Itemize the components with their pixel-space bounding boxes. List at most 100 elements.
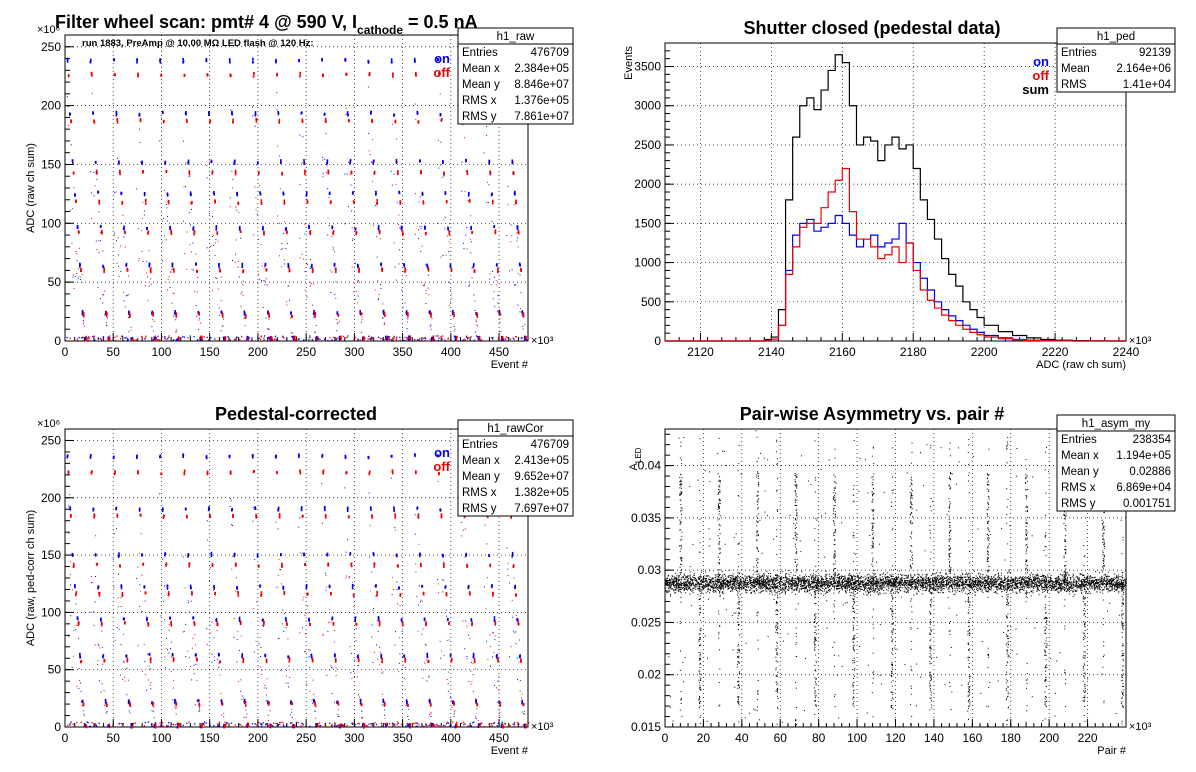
point-off: [277, 638, 279, 640]
point-off: [488, 202, 490, 204]
point-off: [244, 704, 247, 707]
point-off: [522, 703, 525, 707]
point-on: [72, 554, 74, 557]
point-off: [150, 681, 152, 683]
point-asym: [745, 586, 747, 588]
point-off: [191, 268, 193, 270]
point-on: [187, 161, 189, 165]
point-on: [390, 455, 393, 458]
point-on: [162, 508, 164, 512]
point-off: [265, 658, 268, 662]
point-on: [105, 322, 107, 324]
point-asym: [1065, 578, 1067, 580]
point-on: [372, 661, 374, 663]
point-on: [443, 175, 445, 177]
point-asym: [736, 590, 738, 592]
point-off: [409, 726, 411, 728]
point-on: [171, 302, 173, 304]
point-off: [71, 242, 73, 244]
point-off: [357, 302, 359, 304]
point-asym: [797, 577, 799, 579]
point-on: [470, 225, 472, 229]
point-on: [298, 455, 300, 459]
point-baseline: [84, 339, 86, 342]
point-on: [380, 288, 382, 290]
point-baseline: [319, 725, 321, 727]
point-off: [340, 338, 342, 341]
point-on: [356, 263, 359, 267]
point-off: [330, 592, 332, 595]
point-off: [520, 307, 522, 309]
point-on: [311, 263, 313, 267]
point-on: [103, 294, 105, 296]
point-off: [78, 231, 80, 234]
point-off: [376, 590, 379, 594]
point-off: [378, 231, 381, 235]
point-on: [93, 195, 95, 197]
point-on: [391, 60, 393, 64]
point-on: [449, 263, 452, 266]
point-on: [308, 619, 310, 622]
point-off: [345, 73, 348, 76]
point-asym: [1060, 587, 1062, 589]
point-on: [239, 227, 241, 230]
point-off: [360, 703, 363, 707]
point-asym: [945, 572, 947, 574]
point-baseline: [309, 335, 311, 337]
point-on: [139, 584, 141, 586]
point-off: [288, 285, 290, 287]
point-on: [233, 554, 236, 558]
point-on: [385, 336, 387, 340]
point-on: [420, 228, 422, 230]
point-on: [100, 691, 102, 693]
point-baseline: [453, 335, 455, 337]
point-baseline: [502, 339, 504, 341]
point-off: [471, 267, 473, 269]
point-on: [251, 454, 254, 458]
point-on: [128, 710, 130, 712]
point-on: [326, 674, 328, 676]
point-asym: [833, 586, 835, 588]
point-on: [164, 162, 166, 165]
point-on: [336, 330, 338, 332]
point-baseline: [394, 337, 396, 339]
point-off: [432, 726, 434, 728]
point-off: [222, 325, 224, 327]
title-subscript: cathode: [357, 23, 403, 37]
point-off: [391, 576, 393, 578]
point-asym: [698, 577, 700, 579]
point-on: [259, 278, 261, 280]
point-baseline: [83, 724, 86, 727]
point-asym: [845, 588, 847, 590]
point-asym: [979, 576, 981, 578]
point-off: [337, 709, 339, 711]
point-baseline: [470, 336, 472, 338]
panel-rawCor: 0 50 100 150 200 250 300 350 400 4500501001502002…: [25, 404, 574, 757]
point-off: [256, 601, 258, 603]
point-on: [470, 670, 472, 672]
point-baseline: [370, 336, 373, 338]
point-off: [292, 332, 294, 334]
point-on: [283, 232, 285, 234]
point-asym: [993, 584, 995, 586]
point-off: [422, 200, 425, 203]
point-asym: [916, 583, 918, 585]
point-off: [278, 512, 281, 516]
point-on: [442, 254, 444, 256]
point-on: [79, 262, 81, 266]
point-baseline: [273, 338, 276, 341]
point-baseline: [258, 337, 260, 339]
point-baseline: [476, 335, 479, 338]
point-baseline: [120, 722, 123, 725]
point-asym: [1010, 581, 1012, 583]
point-on: [98, 252, 100, 254]
point-asym: [850, 583, 852, 585]
point-on: [282, 609, 284, 611]
point-off: [415, 571, 417, 573]
point-on: [79, 682, 81, 684]
point-off: [315, 706, 317, 708]
point-baseline: [254, 723, 256, 725]
point-on: [223, 338, 225, 341]
point-baseline: [359, 339, 361, 341]
point-asym: [963, 584, 965, 586]
